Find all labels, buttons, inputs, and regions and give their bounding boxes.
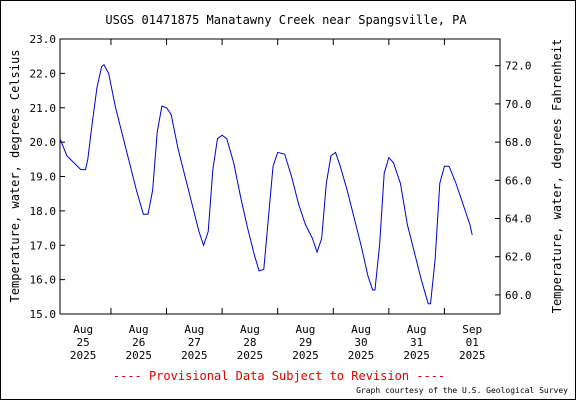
right-tick-label: 70.0 <box>505 98 532 111</box>
x-tick-label: 28 <box>243 336 256 349</box>
x-tick-label: 2025 <box>292 349 319 362</box>
right-tick-label: 60.0 <box>505 289 532 302</box>
x-tick-label: 2025 <box>403 349 430 362</box>
left-tick-label: 16.0 <box>30 274 57 287</box>
x-tick-label: 25 <box>77 336 90 349</box>
x-tick-label: Aug <box>129 323 149 336</box>
x-tick-label: 30 <box>354 336 367 349</box>
y-axis-label-left: Temperature, water, degrees Celsius <box>8 50 22 303</box>
x-tick-label: Aug <box>73 323 93 336</box>
left-tick-label: 23.0 <box>30 33 57 46</box>
x-tick-label: 2025 <box>348 349 375 362</box>
left-tick-label: 17.0 <box>30 239 57 252</box>
right-tick-label: 66.0 <box>505 174 532 187</box>
x-tick-label: 2025 <box>181 349 208 362</box>
y-axis-label-right: Temperature, water, degrees Fahrenheit <box>550 39 564 314</box>
left-tick-label: 18.0 <box>30 205 57 218</box>
right-tick-label: 64.0 <box>505 213 532 226</box>
x-tick-label: 2025 <box>125 349 152 362</box>
water-temperature-series-line <box>59 64 473 305</box>
provisional-notice: ---- Provisional Data Subject to Revisio… <box>113 369 445 383</box>
x-tick-label: 29 <box>299 336 312 349</box>
usgs-credit: Graph courtesy of the U.S. Geological Su… <box>356 386 568 395</box>
right-tick-label: 62.0 <box>505 251 532 264</box>
x-tick-label: 31 <box>410 336 423 349</box>
x-tick-label: Aug <box>296 323 316 336</box>
left-tick-label: 21.0 <box>30 102 57 115</box>
x-tick-label: 2025 <box>237 349 264 362</box>
right-tick-label: 68.0 <box>505 136 532 149</box>
chart-title: USGS 01471875 Manatawny Creek near Spang… <box>105 13 467 27</box>
x-tick-label: 2025 <box>70 349 97 362</box>
series-layer <box>59 64 473 305</box>
left-y-axis: 15.0 16.0 17.0 18.0 19.0 20.0 21.0 22.0 23.0 <box>30 33 65 321</box>
x-tick-label: 01 <box>466 336 479 349</box>
x-tick-label: Aug <box>351 323 371 336</box>
left-tick-label: 20.0 <box>30 136 57 149</box>
x-tick-label: Aug <box>240 323 260 336</box>
x-tick-label: 26 <box>132 336 145 349</box>
x-axis: Aug252025Aug262025Aug272025Aug282025Aug2… <box>70 39 486 362</box>
left-tick-label: 19.0 <box>30 171 57 184</box>
left-tick-label: 15.0 <box>30 308 57 321</box>
left-tick-label: 22.0 <box>30 67 57 80</box>
x-tick-label: Aug <box>407 323 427 336</box>
x-tick-label: 2025 <box>459 349 486 362</box>
x-tick-label: Aug <box>184 323 204 336</box>
x-tick-label: Sep <box>462 323 482 336</box>
right-tick-label: 72.0 <box>505 60 532 73</box>
x-tick-label: 27 <box>188 336 201 349</box>
right-y-axis: 60.0 62.0 64.0 66.0 68.0 70.0 72.0 <box>495 60 532 302</box>
